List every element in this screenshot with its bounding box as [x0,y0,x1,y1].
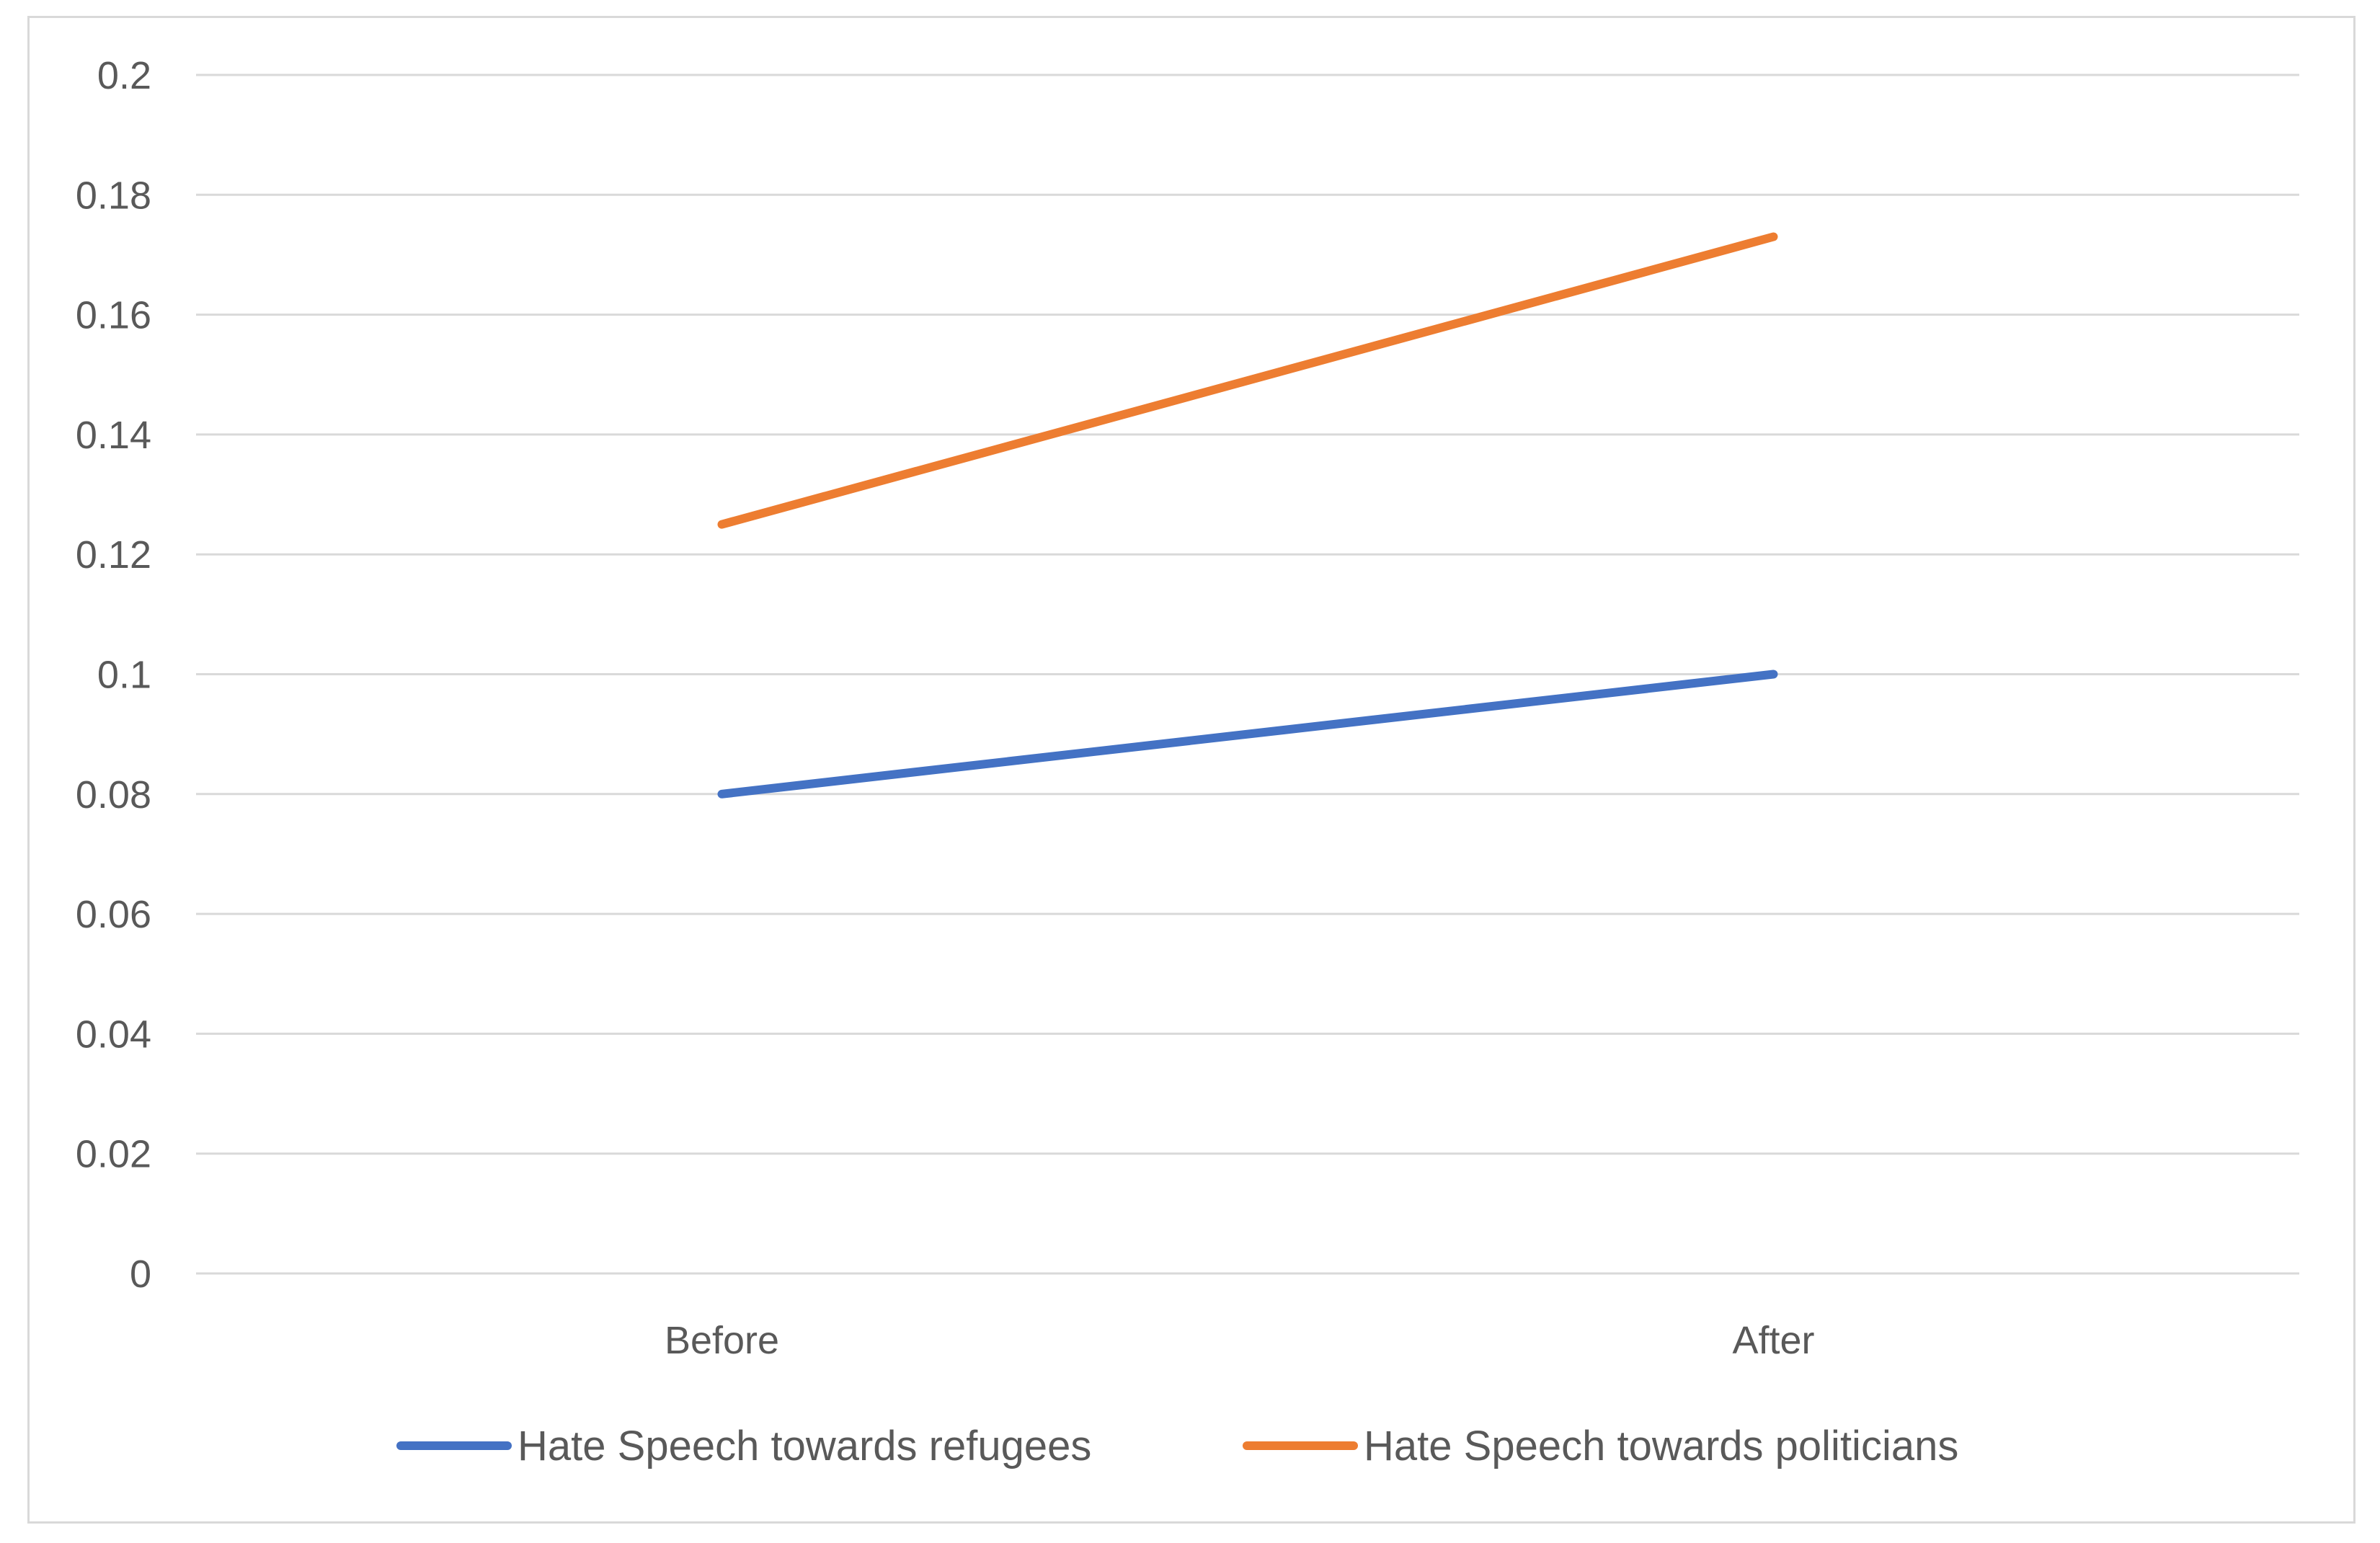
legend: Hate Speech towards refugees Hate Speech … [396,1423,1958,1469]
x-tick-label: Before [665,1319,779,1362]
y-tick-label: 0 [130,1253,151,1296]
y-tick-label: 0.1 [97,654,151,697]
legend-label: Hate Speech towards refugees [518,1423,1091,1469]
chart-frame [27,16,2355,1524]
series-lines [717,232,1778,799]
y-tick-label: 0.14 [76,414,151,457]
series-line-refugees [717,670,1778,799]
y-tick-label: 0.18 [76,174,151,217]
gridlines [196,74,2299,1275]
y-tick-label: 0.2 [97,54,151,97]
y-tick-label: 0.16 [76,294,151,337]
series-line-politicians [717,232,1778,529]
legend-label: Hate Speech towards politicians [1364,1423,1958,1469]
y-tick-label: 0.08 [76,773,151,817]
y-tick-label: 0.06 [76,893,151,936]
y-tick-label: 0.12 [76,533,151,577]
y-axis-tick-labels: 0 0.02 0.04 0.06 0.08 0.1 0.12 0.14 0.16 0.18 0.2 [76,54,151,1296]
y-tick-label: 0.04 [76,1013,151,1056]
x-tick-label: After [1732,1319,1814,1362]
x-axis-tick-labels: Before After [665,1319,1815,1362]
y-tick-label: 0.02 [76,1133,151,1176]
